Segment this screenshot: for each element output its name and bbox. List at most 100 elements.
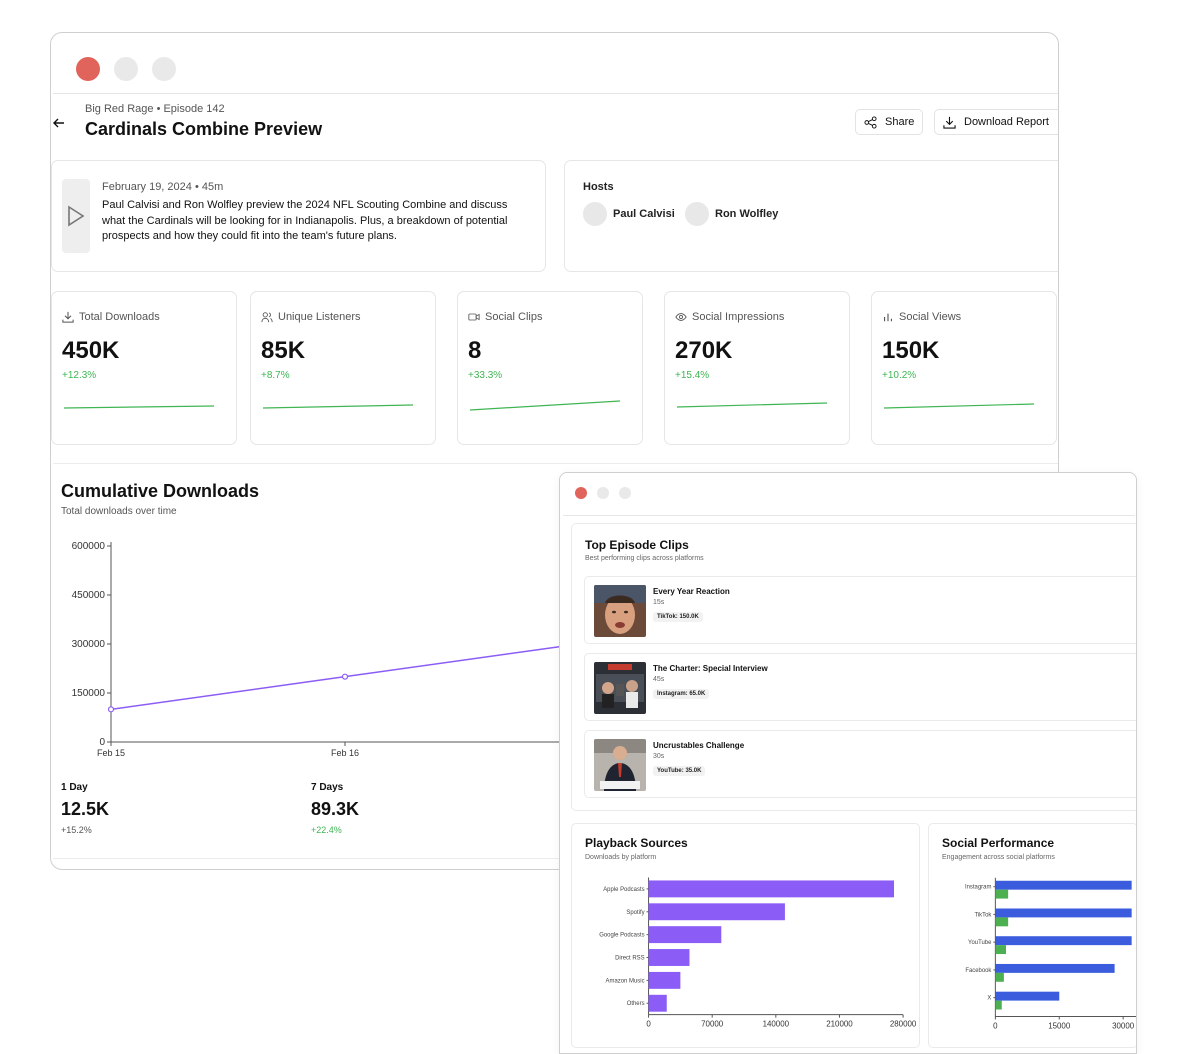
back-arrow-icon[interactable] — [53, 116, 65, 133]
host-item[interactable]: Paul Calvisi — [583, 202, 675, 226]
bar-primary — [995, 880, 1132, 890]
category-label: Direct RSS — [615, 955, 644, 961]
data-point — [107, 706, 115, 713]
share-icon — [864, 115, 877, 129]
maximize-window-dot[interactable] — [152, 57, 176, 81]
bar — [648, 903, 785, 921]
category-label: YouTube — [968, 940, 992, 946]
stat-card-social-impressions: Social Impressions 270K +15.4% — [664, 291, 850, 445]
x-tick-label: 210000 — [826, 1020, 853, 1029]
clip-duration: 30s — [653, 753, 665, 760]
playback-sources-chart: Apple Podcasts Spotify Google Podcasts Dire… — [599, 877, 917, 1029]
bar-secondary — [995, 945, 1007, 955]
playback-title: Playback Sources — [585, 836, 688, 850]
kpi-value: 12.5K — [61, 799, 110, 819]
bar-primary — [995, 963, 1115, 973]
category-label: Amazon Music — [606, 978, 645, 984]
playback-subtitle: Downloads by platform — [585, 854, 657, 861]
kpi-7-days: 7 Days 89.3K +22.4% — [311, 782, 359, 835]
stat-label: Social Clips — [485, 311, 543, 323]
bar — [648, 926, 722, 944]
kpi-change: +15.2% — [61, 825, 92, 835]
clip-title: Uncrustables Challenge — [653, 741, 745, 750]
sparkline — [469, 400, 621, 411]
top-clips-card: Top Episode Clips Best performing clips … — [571, 523, 1136, 811]
clip-thumbnail — [594, 585, 646, 637]
download-report-label: Download Report — [964, 116, 1049, 128]
x-tick-label: 280000 — [890, 1020, 917, 1029]
social-subtitle: Engagement across social platforms — [942, 854, 1055, 861]
cumulative-title: Cumulative Downloads — [61, 481, 260, 501]
clip-thumbnail — [594, 662, 646, 714]
breadcrumb: Big Red Rage • Episode 142 — [85, 103, 225, 115]
download-report-button[interactable]: Download Report — [934, 109, 1058, 135]
sparkline — [676, 402, 828, 408]
bar-primary — [995, 936, 1132, 946]
social-title: Social Performance — [942, 836, 1055, 850]
clips-subtitle: Best performing clips across platforms — [585, 555, 704, 562]
category-label: Facebook — [965, 968, 991, 974]
stat-label: Unique Listeners — [278, 311, 361, 323]
stat-value: 8 — [468, 337, 482, 364]
x-tick-label: 0 — [993, 1021, 998, 1030]
bar-primary — [995, 991, 1060, 1001]
minimize-window-dot[interactable] — [114, 57, 138, 81]
section-divider — [53, 463, 1058, 464]
stat-value: 150K — [882, 337, 940, 364]
host-name: Paul Calvisi — [613, 208, 675, 220]
y-tick-label: 150000 — [72, 688, 106, 699]
bar-primary — [995, 908, 1132, 918]
kpi-1-day: 1 Day 12.5K +15.2% — [61, 782, 109, 835]
clip-thumbnail — [594, 739, 646, 791]
host-item[interactable]: Ron Wolfley — [685, 202, 778, 226]
stat-change: +33.3% — [468, 370, 503, 381]
bar-secondary — [995, 972, 1004, 982]
overlay-window: Top Episode Clips Best performing clips … — [559, 472, 1137, 1054]
clip-item[interactable]: Every Year Reaction 15s TikTok: 150.0K — [584, 576, 1136, 644]
clip-platform-badge: YouTube: 35.0K — [653, 766, 706, 776]
x-tick-label: Feb 15 — [97, 748, 125, 758]
x-tick-label: Feb 16 — [331, 748, 359, 758]
play-button[interactable] — [62, 179, 90, 253]
stat-change: +12.3% — [62, 370, 97, 381]
avatar — [583, 202, 607, 226]
category-label: TikTok — [974, 912, 991, 918]
close-window-dot[interactable] — [76, 57, 100, 81]
breadcrumb-show[interactable]: Big Red Rage — [85, 103, 154, 115]
download-icon — [943, 116, 956, 129]
x-tick-label: 140000 — [763, 1020, 790, 1029]
category-label: X — [987, 996, 991, 1002]
clip-item[interactable]: The Charter: Special Interview 45s Insta… — [584, 653, 1136, 721]
minimize-window-dot[interactable] — [597, 487, 609, 499]
stat-card-social-views: Social Views 150K +10.2% — [871, 291, 1057, 445]
category-label: Others — [627, 1001, 645, 1007]
play-icon — [68, 205, 85, 227]
social-dashboard: Top Episode Clips Best performing clips … — [563, 515, 1136, 1053]
kpi-label: 1 Day — [61, 782, 88, 793]
data-point — [341, 673, 349, 680]
stat-value: 450K — [62, 337, 120, 364]
clip-item[interactable]: Uncrustables Challenge 30s YouTube: 35.0… — [584, 730, 1136, 798]
y-tick-label: 450000 — [72, 590, 106, 601]
episode-meta: February 19, 2024 • 45m — [102, 181, 224, 193]
bar — [648, 949, 690, 966]
maximize-window-dot[interactable] — [619, 487, 631, 499]
clip-duration: 15s — [653, 599, 665, 606]
category-label: Google Podcasts — [599, 933, 644, 939]
playback-sources-card: Playback Sources Downloads by platform A… — [571, 823, 920, 1048]
bar-secondary — [995, 889, 1009, 899]
clips-title: Top Episode Clips — [585, 538, 689, 552]
bar-chart-icon — [884, 313, 892, 322]
sparkline — [63, 405, 215, 409]
episode-description: Paul Calvisi and Ron Wolfley preview the… — [102, 199, 508, 242]
episode-card: February 19, 2024 • 45m Paul Calvisi and… — [51, 160, 546, 272]
main-window: Big Red Rage • Episode 142 Cardinals Com… — [50, 32, 1059, 870]
share-button[interactable]: Share — [855, 109, 924, 135]
download-icon — [62, 311, 74, 323]
bar — [648, 880, 895, 898]
stat-change: +15.4% — [675, 370, 710, 381]
bar-secondary — [995, 1000, 1002, 1010]
close-window-dot[interactable] — [575, 487, 587, 499]
y-tick-label: 0 — [99, 737, 105, 748]
host-name: Ron Wolfley — [715, 208, 779, 220]
